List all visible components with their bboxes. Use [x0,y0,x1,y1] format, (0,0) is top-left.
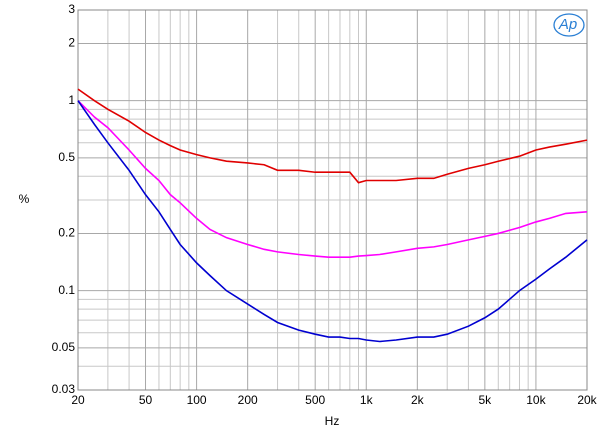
x-tick-label: 200 [238,393,258,407]
x-tick-label: 1k [360,393,374,407]
x-tick-label: 50 [139,393,153,407]
data-line [77,100,588,343]
logo-ring [553,13,585,37]
x-tick-label: 20k [577,393,597,407]
y-tick-label: 0.5 [58,150,75,164]
x-tick-label: 100 [187,393,207,407]
y-tick-label: 0.2 [58,226,75,240]
x-tick-label: 5k [479,393,493,407]
x-tick-label: 2k [411,393,425,407]
y-tick-label: 0.1 [58,283,75,297]
logo: Ap [558,16,577,33]
y-tick-label: 0.05 [52,340,76,354]
y-tick-label: 3 [68,2,75,16]
x-tick-label: 20 [71,393,85,407]
y-axis-label: % [19,192,30,206]
x-axis-label: Hz [325,414,340,428]
x-tick-label: 10k [526,393,546,407]
data-line [77,88,588,184]
y-tick-label: 1 [68,93,75,107]
y-tick-label: 2 [68,36,75,50]
data-line [77,100,588,258]
x-tick-label: 500 [305,393,325,407]
plot-frame [77,9,588,391]
y-tick-label: 0.03 [52,382,76,396]
